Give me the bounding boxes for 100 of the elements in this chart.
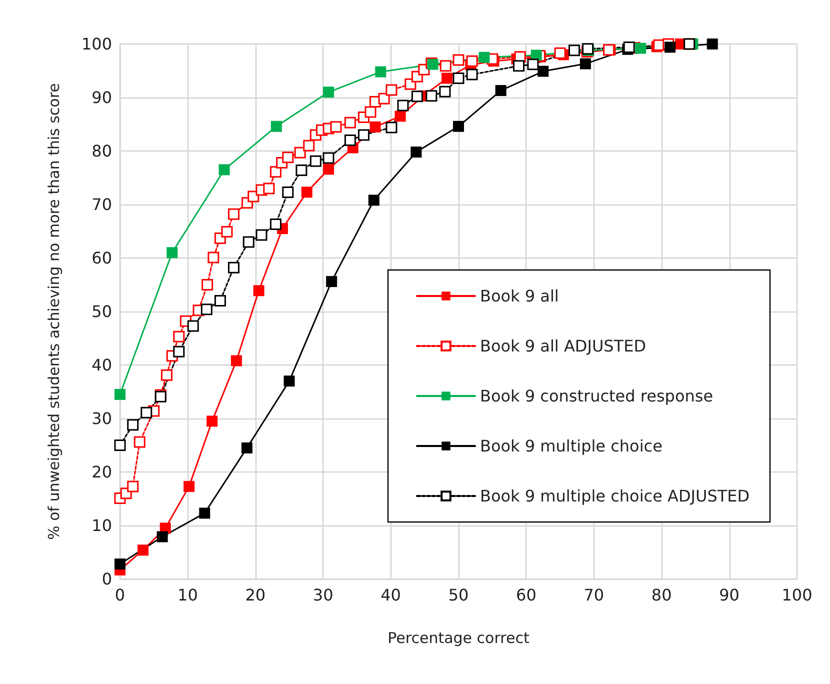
x-tick-label: 20 (245, 586, 266, 604)
point (664, 42, 676, 53)
point (344, 134, 356, 146)
point (156, 531, 168, 542)
point (166, 247, 178, 258)
point (375, 66, 386, 78)
point (200, 304, 212, 316)
legend-label: Book 9 multiple choice (480, 436, 662, 456)
point (173, 330, 185, 342)
point (114, 440, 126, 451)
y-tick-label: 70 (92, 195, 112, 214)
point (282, 186, 294, 198)
point (370, 121, 381, 132)
x-tick-label: 30 (312, 586, 334, 604)
point (199, 508, 210, 519)
point (527, 58, 539, 70)
x-tick-label: 0 (114, 586, 126, 604)
y-tick-label: 10 (92, 516, 112, 535)
point (554, 47, 566, 59)
point (241, 442, 252, 454)
point (134, 436, 146, 448)
point (114, 558, 126, 570)
point (368, 194, 380, 206)
point (495, 85, 506, 96)
point (364, 106, 376, 118)
point (160, 369, 172, 381)
point (478, 52, 490, 63)
x-tick-label: 50 (448, 586, 469, 604)
point (138, 544, 149, 556)
x-tick-label: 90 (719, 586, 740, 604)
point (323, 86, 334, 98)
y-tick-label: 0 (102, 570, 112, 588)
point (303, 140, 315, 152)
point (466, 55, 478, 67)
point (253, 285, 264, 296)
point (635, 42, 646, 54)
legend-label: Book 9 constructed response (480, 386, 714, 406)
point (187, 320, 199, 332)
point (270, 120, 282, 132)
y-tick-label: 60 (92, 248, 112, 268)
x-tick-label: 80 (651, 586, 672, 604)
point (301, 186, 312, 198)
legend-label: Book 9 multiple choice ADJUSTED (480, 486, 750, 506)
point (378, 92, 390, 104)
point (330, 121, 342, 133)
point (326, 276, 338, 288)
x-axis-title: Percentage correct (388, 629, 530, 647)
point (397, 100, 409, 112)
point (242, 236, 254, 248)
point (184, 480, 195, 492)
point (466, 68, 478, 80)
y-tick-label: 100 (81, 34, 112, 54)
point (513, 60, 525, 72)
y-tick-label: 20 (92, 462, 112, 482)
x-tick-label: 60 (516, 586, 536, 604)
point (228, 262, 240, 274)
point (202, 279, 214, 290)
point (323, 164, 334, 175)
point (394, 110, 406, 122)
y-tick-label: 90 (92, 88, 112, 107)
point (538, 66, 549, 77)
point (439, 86, 451, 98)
point (270, 218, 282, 230)
x-tick-label: 70 (584, 586, 604, 604)
point (452, 54, 464, 66)
point (452, 72, 464, 84)
point (173, 346, 185, 358)
point (568, 44, 580, 56)
legend-label: Book 9 all (480, 286, 559, 306)
point (294, 146, 306, 158)
y-axis-title: % of unweighted students achieving no more than this score (45, 83, 63, 540)
point (127, 419, 139, 431)
point (127, 480, 139, 492)
point (208, 252, 220, 264)
point (440, 60, 452, 72)
point (453, 120, 464, 132)
point (426, 90, 438, 102)
point (441, 72, 452, 84)
point (386, 84, 398, 96)
point (270, 166, 282, 178)
point (228, 208, 240, 220)
point (310, 155, 322, 167)
point (263, 182, 275, 194)
point (218, 164, 230, 176)
point (230, 355, 242, 366)
point (358, 129, 370, 141)
point (256, 229, 268, 241)
point (386, 122, 398, 134)
point (623, 41, 635, 53)
y-tick-label: 40 (92, 356, 112, 374)
x-tick-label: 40 (380, 586, 401, 604)
y-tick-label: 80 (92, 142, 112, 160)
point (296, 164, 308, 176)
point (284, 376, 295, 387)
point (221, 226, 233, 238)
point (206, 416, 218, 427)
point (114, 388, 126, 400)
point (214, 295, 226, 307)
point (706, 38, 718, 50)
point (580, 58, 591, 70)
